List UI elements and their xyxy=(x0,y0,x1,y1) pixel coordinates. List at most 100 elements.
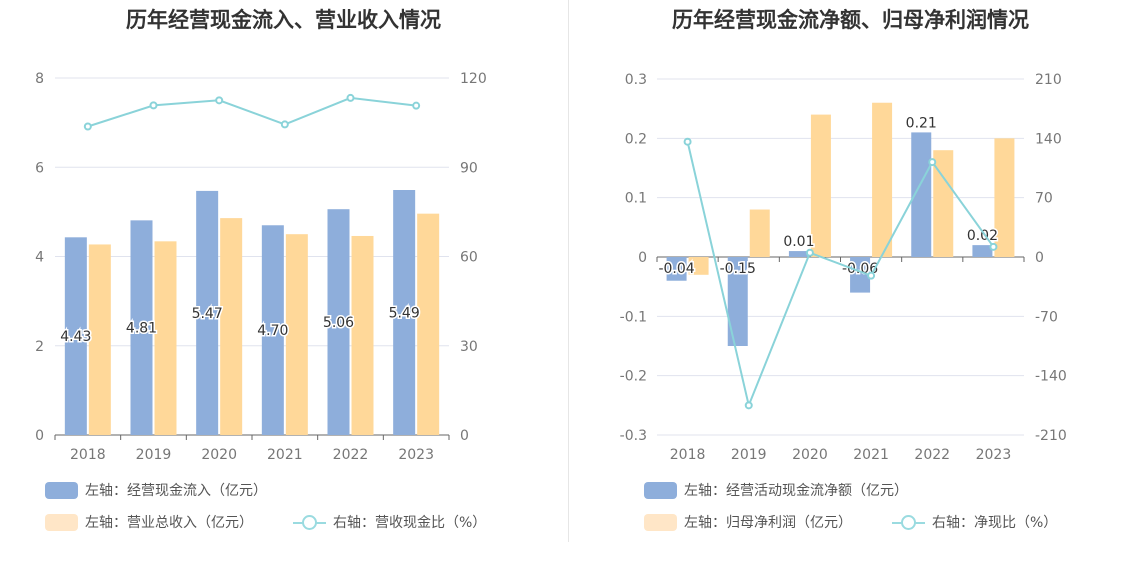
bar-series-2 xyxy=(285,234,308,435)
bar-series-2 xyxy=(220,218,243,435)
bar-series-2 xyxy=(933,150,954,257)
bar-series-2 xyxy=(994,138,1015,257)
right-axis-tick-label: -140 xyxy=(1035,369,1067,385)
right-axis-tick-label: -70 xyxy=(1035,309,1058,325)
bar-series-2 xyxy=(688,257,709,275)
left-axis-tick-label: 0.2 xyxy=(625,131,647,147)
left-axis-tick-label: -0.1 xyxy=(620,309,647,325)
x-axis-category-label: 2020 xyxy=(201,447,237,463)
bar-series-1 xyxy=(327,209,350,435)
bar-data-label: 4.70 xyxy=(257,323,288,339)
right-axis-tick-label: 70 xyxy=(1035,191,1053,207)
line-point xyxy=(928,158,937,167)
legend-item-ratio[interactable]: 右轴：净现比（%） xyxy=(892,512,1057,532)
bar-data-label: 5.49 xyxy=(389,306,420,322)
bar-series-2 xyxy=(88,244,111,435)
left-axis-tick-label: 4 xyxy=(35,250,44,266)
bar-series-1 xyxy=(727,257,748,346)
x-axis-category-label: 2022 xyxy=(914,447,950,463)
bar-series-2 xyxy=(872,102,893,257)
line-point xyxy=(215,96,224,105)
bar-series-1 xyxy=(788,251,809,257)
right-axis-tick-label: 60 xyxy=(460,250,478,266)
bar-data-label: -0.04 xyxy=(658,261,694,277)
left-axis-tick-label: 2 xyxy=(35,339,44,355)
left-axis-tick-label: 0 xyxy=(35,428,44,444)
line-point xyxy=(989,242,998,251)
bar-data-label: -0.15 xyxy=(720,261,756,277)
right-axis-tick-label: 120 xyxy=(460,71,487,87)
bar-series-1 xyxy=(850,257,871,293)
bar-series-2 xyxy=(417,213,440,435)
legend-label: 左轴：归母净利润（亿元） xyxy=(684,515,852,531)
left-axis-tick-label: 6 xyxy=(35,160,44,176)
bar-series-2 xyxy=(749,209,770,257)
chart-plot-area: 0 0 2 30 4 60 6 90 8 120 2018 2019 2020 2021 2022 2023 4… xyxy=(35,71,487,463)
x-axis-category-label: 2020 xyxy=(792,447,828,463)
line-point xyxy=(346,93,355,102)
line-point xyxy=(867,271,876,280)
chart-plot-area: -0.3 -210 -0.2 -140 -0.1 -70 0 0 0.1 70 0.2 140 0.3 2… xyxy=(620,72,1067,463)
x-axis-category-label: 2018 xyxy=(70,447,106,463)
legend-swatch-bar-blue xyxy=(45,481,78,499)
bar-series-1 xyxy=(911,132,932,257)
line-point xyxy=(683,137,692,146)
bar-series-1 xyxy=(196,190,219,435)
bar-data-label: 5.06 xyxy=(323,315,354,331)
right-axis-tick-label: 0 xyxy=(460,428,469,444)
legend-item-revenue[interactable]: 左轴：营业总收入（亿元） xyxy=(45,512,253,532)
bar-series-1 xyxy=(393,190,416,435)
line-series xyxy=(686,141,995,409)
legend-item-net-profit[interactable]: 左轴：归母净利润（亿元） xyxy=(644,512,852,532)
line-point xyxy=(83,122,92,131)
legend-label: 左轴：经营现金流入（亿元） xyxy=(85,483,267,499)
chart-title: 历年经营现金流净额、归母净利润情况 xyxy=(672,8,1029,32)
legend-swatch-bar-blue xyxy=(644,481,677,499)
legend: 左轴：经营现金流入（亿元） 左轴：营业总收入（亿元） 右轴：营收现金比（%） xyxy=(45,480,565,540)
right-axis-tick-label: 0 xyxy=(1035,250,1044,266)
x-axis-category-label: 2021 xyxy=(267,447,303,463)
x-axis-category-label: 2019 xyxy=(136,447,172,463)
right-axis-tick-label: 30 xyxy=(460,339,478,355)
right-axis-tick-label: 140 xyxy=(1035,131,1062,147)
legend-swatch-bar-orange xyxy=(644,513,677,531)
left-axis-tick-label: 8 xyxy=(35,71,44,87)
right-axis-tick-label: 90 xyxy=(460,160,478,176)
bar-series-1 xyxy=(666,257,687,281)
x-axis-category-label: 2018 xyxy=(670,447,706,463)
bar-data-label: 4.81 xyxy=(126,321,157,337)
legend-label: 左轴：营业总收入（亿元） xyxy=(85,515,253,531)
bar-series-1 xyxy=(130,220,153,435)
line-point xyxy=(149,101,158,110)
bar-series-1 xyxy=(64,237,87,435)
bar-data-label: 4.43 xyxy=(60,329,91,345)
chart-panel-net-cash: 历年经营现金流净额、归母净利润情况 -0.3 -210 -0.2 -140 -0.1 -7… xyxy=(567,0,1134,560)
bar-series-2 xyxy=(810,114,831,257)
bar-data-label: 0.21 xyxy=(906,115,937,131)
legend-swatch-bar-orange xyxy=(45,513,78,531)
legend-label: 右轴：净现比（%） xyxy=(932,515,1058,531)
line-point xyxy=(744,401,753,410)
line-point xyxy=(412,101,421,110)
legend-item-net-cash[interactable]: 左轴：经营活动现金流净额（亿元） xyxy=(644,480,908,500)
legend-label: 右轴：营收现金比（%） xyxy=(333,515,487,531)
chart-panel-cash-inflow: 历年经营现金流入、营业收入情况 0 0 2 30 4 60 6 90 8 120 2018 2019 2… xyxy=(0,0,567,560)
bar-data-label: 0.01 xyxy=(783,234,814,250)
bar-data-label: 5.47 xyxy=(192,306,223,322)
legend-swatch-line xyxy=(892,514,925,531)
chart-title: 历年经营现金流入、营业收入情况 xyxy=(126,8,441,32)
bar-series-1 xyxy=(972,245,993,257)
legend-item-cash-inflow[interactable]: 左轴：经营现金流入（亿元） xyxy=(45,480,267,500)
x-axis-category-label: 2019 xyxy=(731,447,767,463)
x-axis-category-label: 2022 xyxy=(333,447,369,463)
left-axis-tick-label: -0.3 xyxy=(620,428,647,444)
left-axis-tick-label: 0 xyxy=(638,250,647,266)
left-axis-tick-label: 0.1 xyxy=(625,191,647,207)
right-axis-tick-label: 210 xyxy=(1035,72,1062,88)
legend-swatch-line xyxy=(293,514,326,531)
left-axis-tick-label: -0.2 xyxy=(620,369,647,385)
bar-series-2 xyxy=(351,235,374,435)
x-axis-category-label: 2021 xyxy=(853,447,889,463)
bar-series-2 xyxy=(154,241,177,435)
legend-item-ratio[interactable]: 右轴：营收现金比（%） xyxy=(293,512,486,532)
